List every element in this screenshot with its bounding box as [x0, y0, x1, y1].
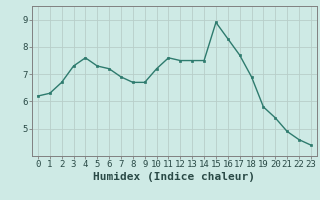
X-axis label: Humidex (Indice chaleur): Humidex (Indice chaleur) — [93, 172, 255, 182]
